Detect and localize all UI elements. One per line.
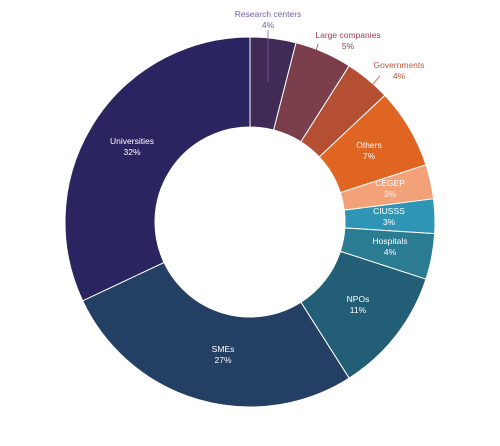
slices-group <box>64 36 436 408</box>
slice-label-ciusss: CIUSSS <box>373 206 405 216</box>
slice-label-others: Others <box>356 140 382 150</box>
slice-label-cegep: CEGEP <box>375 178 405 188</box>
slice-smes <box>81 261 350 408</box>
donut-hole <box>155 127 345 317</box>
slice-value-universities: 32% <box>123 147 140 157</box>
slice-value-governments: 4% <box>393 71 406 81</box>
slice-value-ciusss: 3% <box>383 217 396 227</box>
slice-value-smes: 27% <box>214 355 231 365</box>
slice-value-large-companies: 5% <box>342 41 355 51</box>
slice-label-hospitals: Hospitals <box>373 236 408 246</box>
slice-label-smes: SMEs <box>212 344 235 354</box>
slice-value-research-centers: 4% <box>262 20 275 30</box>
slice-label-universities: Universities <box>110 136 154 146</box>
slice-value-others: 7% <box>363 151 376 161</box>
slice-label-large-companies: Large companies <box>315 30 380 40</box>
slice-value-hospitals: 4% <box>384 247 397 257</box>
leader-line-governments <box>365 75 381 93</box>
slice-value-cegep: 3% <box>384 189 397 199</box>
slice-value-npos: 11% <box>350 305 367 315</box>
leader-line-large-companies <box>312 43 319 61</box>
slice-label-npos: NPOs <box>347 294 370 304</box>
slice-label-research-centers: Research centers <box>235 9 302 19</box>
slice-label-governments: Governments <box>373 60 424 70</box>
